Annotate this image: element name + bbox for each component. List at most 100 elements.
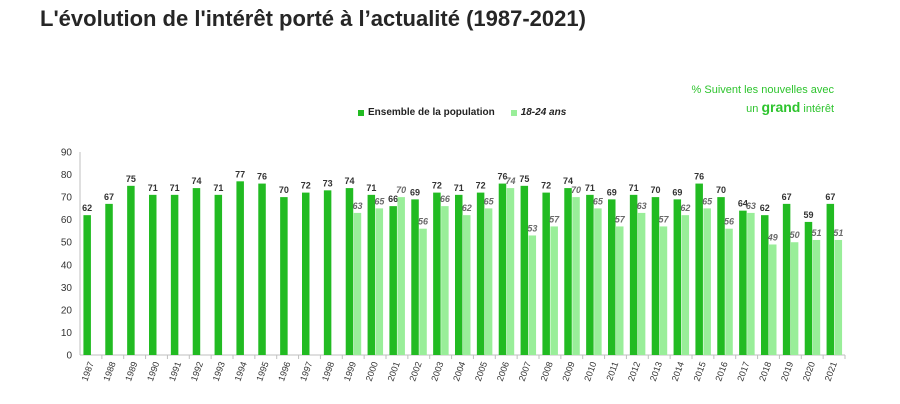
note-line-1: % Suivent les nouvelles avec <box>691 84 834 96</box>
bar-ensemble <box>673 199 682 355</box>
bar-jeunes <box>594 208 602 355</box>
x-tick-label: 1993 <box>211 360 227 382</box>
data-label-ensemble: 70 <box>716 185 726 195</box>
data-label-ensemble: 69 <box>410 187 420 197</box>
data-label-jeunes: 49 <box>767 232 778 242</box>
bar-jeunes <box>375 208 384 355</box>
bar-ensemble <box>236 181 244 355</box>
data-label-ensemble: 71 <box>629 183 639 193</box>
bar-ensemble <box>564 188 572 355</box>
data-label-jeunes: 51 <box>811 228 821 238</box>
bar-jeunes <box>550 226 558 355</box>
y-tick-label: 90 <box>61 148 73 159</box>
x-tick-label: 2017 <box>735 360 751 382</box>
data-label-jeunes: 65 <box>484 196 495 206</box>
data-label-jeunes: 51 <box>833 228 843 238</box>
data-label-ensemble: 67 <box>104 192 114 202</box>
data-label-ensemble: 75 <box>519 174 529 184</box>
data-label-ensemble: 70 <box>279 185 289 195</box>
bar-ensemble <box>302 192 310 355</box>
data-label-ensemble: 62 <box>82 203 92 213</box>
x-tick-label: 2019 <box>779 360 795 382</box>
bar-ensemble <box>717 197 725 355</box>
data-label-ensemble: 74 <box>191 176 201 186</box>
legend-label-jeunes: 18-24 ans <box>520 107 567 118</box>
x-tick-label: 2012 <box>626 360 642 382</box>
x-tick-label: 1987 <box>80 360 96 382</box>
chart-note: % Suivent les nouvelles avec un grand in… <box>692 82 834 118</box>
x-tick-label: 1991 <box>167 360 183 382</box>
bar-ensemble <box>280 197 288 355</box>
data-label-ensemble: 67 <box>782 192 792 202</box>
x-tick-label: 2020 <box>801 360 817 382</box>
bar-jeunes <box>419 228 427 355</box>
bar-ensemble <box>367 194 376 355</box>
bar-jeunes <box>528 235 537 355</box>
x-tick-label: 1997 <box>298 360 314 382</box>
x-tick-label: 1996 <box>276 360 292 382</box>
x-tick-label: 2016 <box>713 360 729 382</box>
bar-ensemble <box>323 190 332 355</box>
data-label-jeunes: 65 <box>702 196 713 206</box>
bar-jeunes <box>659 226 668 355</box>
data-label-ensemble: 64 <box>738 199 748 209</box>
bar-ensemble <box>520 185 529 355</box>
data-label-ensemble: 67 <box>825 192 835 202</box>
data-label-ensemble: 71 <box>148 183 158 193</box>
bar-ensemble <box>192 188 201 355</box>
x-tick-label: 2009 <box>560 360 576 382</box>
x-tick-label: 2006 <box>495 360 511 382</box>
x-tick-label: 2014 <box>670 360 686 382</box>
bar-ensemble <box>651 197 660 355</box>
x-tick-label: 2002 <box>407 360 423 382</box>
data-label-jeunes: 65 <box>374 196 385 206</box>
data-label-jeunes: 57 <box>549 214 560 224</box>
bar-ensemble <box>629 194 638 355</box>
data-label-ensemble: 71 <box>454 183 464 193</box>
bar-jeunes <box>441 206 449 355</box>
x-tick-label: 2015 <box>692 360 708 382</box>
bar-jeunes <box>681 215 690 355</box>
bar-ensemble <box>214 194 223 355</box>
x-tick-label: 1988 <box>101 360 117 382</box>
bar-jeunes <box>463 215 471 355</box>
legend-swatch-ensemble <box>358 109 364 116</box>
data-label-jeunes: 62 <box>680 203 690 213</box>
bar-ensemble <box>433 192 441 355</box>
bar-jeunes <box>747 212 755 355</box>
data-label-ensemble: 74 <box>344 176 354 186</box>
data-label-jeunes: 57 <box>615 214 626 224</box>
legend-item-ensemble: Ensemble de la population <box>358 107 495 118</box>
note-line-2: un grand intérêt <box>692 99 834 118</box>
legend-label-ensemble: Ensemble de la population <box>368 107 495 118</box>
data-label-ensemble: 71 <box>213 183 223 193</box>
y-tick-label: 70 <box>61 193 73 204</box>
x-tick-label: 1992 <box>189 360 205 382</box>
data-label-ensemble: 71 <box>170 183 180 193</box>
bar-ensemble <box>804 221 813 355</box>
bar-jeunes <box>725 228 733 355</box>
data-label-jeunes: 56 <box>418 217 429 227</box>
data-label-jeunes: 50 <box>790 230 800 240</box>
data-label-ensemble: 70 <box>650 185 660 195</box>
data-label-ensemble: 72 <box>432 181 442 191</box>
x-tick-label: 1995 <box>254 360 270 382</box>
x-tick-label: 2001 <box>386 360 402 382</box>
bar-jeunes <box>616 226 624 355</box>
data-label-jeunes: 53 <box>527 223 537 233</box>
x-tick-label: 2003 <box>429 360 445 382</box>
data-label-ensemble: 66 <box>388 194 398 204</box>
data-label-ensemble: 76 <box>257 172 267 182</box>
x-tick-label: 2008 <box>539 360 555 382</box>
x-tick-label: 1999 <box>342 360 358 382</box>
bar-ensemble <box>455 194 463 355</box>
y-tick-label: 60 <box>61 215 73 226</box>
data-label-jeunes: 57 <box>658 214 669 224</box>
chart-title: L'évolution de l'intérêt porté à l’actua… <box>40 6 586 31</box>
bar-ensemble <box>389 206 397 355</box>
bar-jeunes <box>353 212 362 355</box>
data-label-ensemble: 75 <box>126 174 136 184</box>
bar-ensemble <box>586 194 594 355</box>
data-label-ensemble: 76 <box>497 172 507 182</box>
